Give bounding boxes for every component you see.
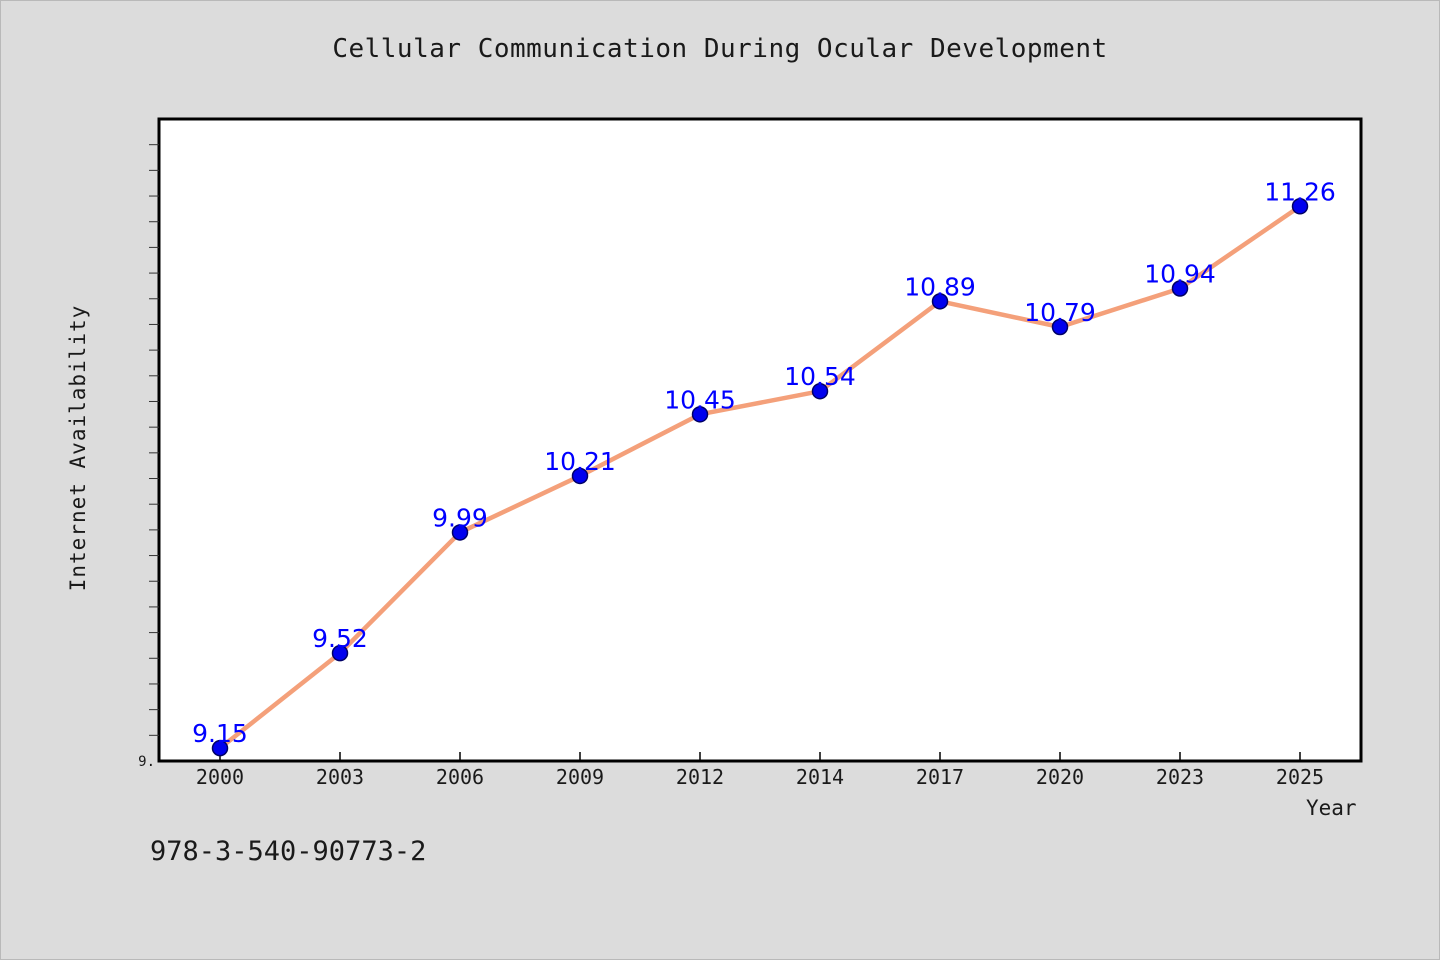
data-label: 10.21 <box>544 447 616 476</box>
data-point-marker <box>811 382 829 400</box>
series-line-group <box>217 204 1303 751</box>
data-point-marker <box>451 524 469 541</box>
x-tick-label: 2025 <box>1276 765 1324 789</box>
data-label: 10.94 <box>1144 259 1216 288</box>
data-markers <box>211 198 1309 757</box>
data-label: 10.54 <box>784 362 856 391</box>
x-tick-label: 2000 <box>196 765 244 789</box>
x-tick-label: 2014 <box>796 765 844 789</box>
data-point-marker <box>1051 318 1069 336</box>
data-point-marker <box>331 644 349 662</box>
data-point-marker <box>931 293 949 310</box>
data-point-marker <box>571 467 589 485</box>
data-label: 10.89 <box>904 272 976 301</box>
x-tick-label: 2012 <box>676 765 724 789</box>
x-tick-label: 2009 <box>556 765 604 789</box>
series-line <box>217 204 1303 751</box>
data-point-marker <box>1171 280 1189 297</box>
x-tick-label: 2020 <box>1036 765 1084 789</box>
y-axis-ticks: 9. <box>138 144 159 770</box>
isbn-footer: 978-3-540-90773-2 <box>150 836 427 867</box>
x-axis-label: Year <box>1306 796 1357 820</box>
data-label: 9.15 <box>192 719 248 748</box>
data-point-marker <box>691 406 709 423</box>
x-tick-label: 2023 <box>1156 765 1204 789</box>
data-label: 11.26 <box>1264 177 1336 206</box>
chart-title: Cellular Communication During Ocular Dev… <box>332 34 1108 64</box>
data-label: 9.99 <box>432 503 488 532</box>
x-tick-label: 2017 <box>916 765 964 789</box>
data-label: 10.79 <box>1024 298 1096 327</box>
data-point-marker <box>1291 198 1309 215</box>
data-label: 10.45 <box>664 385 736 414</box>
data-labels: 9.15 9.52 9.99 10.21 10.45 10.54 10.89 10.79 10.… <box>192 177 1336 748</box>
x-tick-label: 2006 <box>436 765 484 789</box>
data-label: 9.52 <box>312 624 368 653</box>
y-tick-label: 9. <box>138 754 155 770</box>
plot-area <box>157 117 1363 763</box>
x-tick-label: 2003 <box>316 765 364 789</box>
x-axis-ticks: 2000 2003 2006 2009 2012 2014 2017 2020 2023 2025 <box>196 752 1324 789</box>
data-point-marker <box>211 739 229 757</box>
